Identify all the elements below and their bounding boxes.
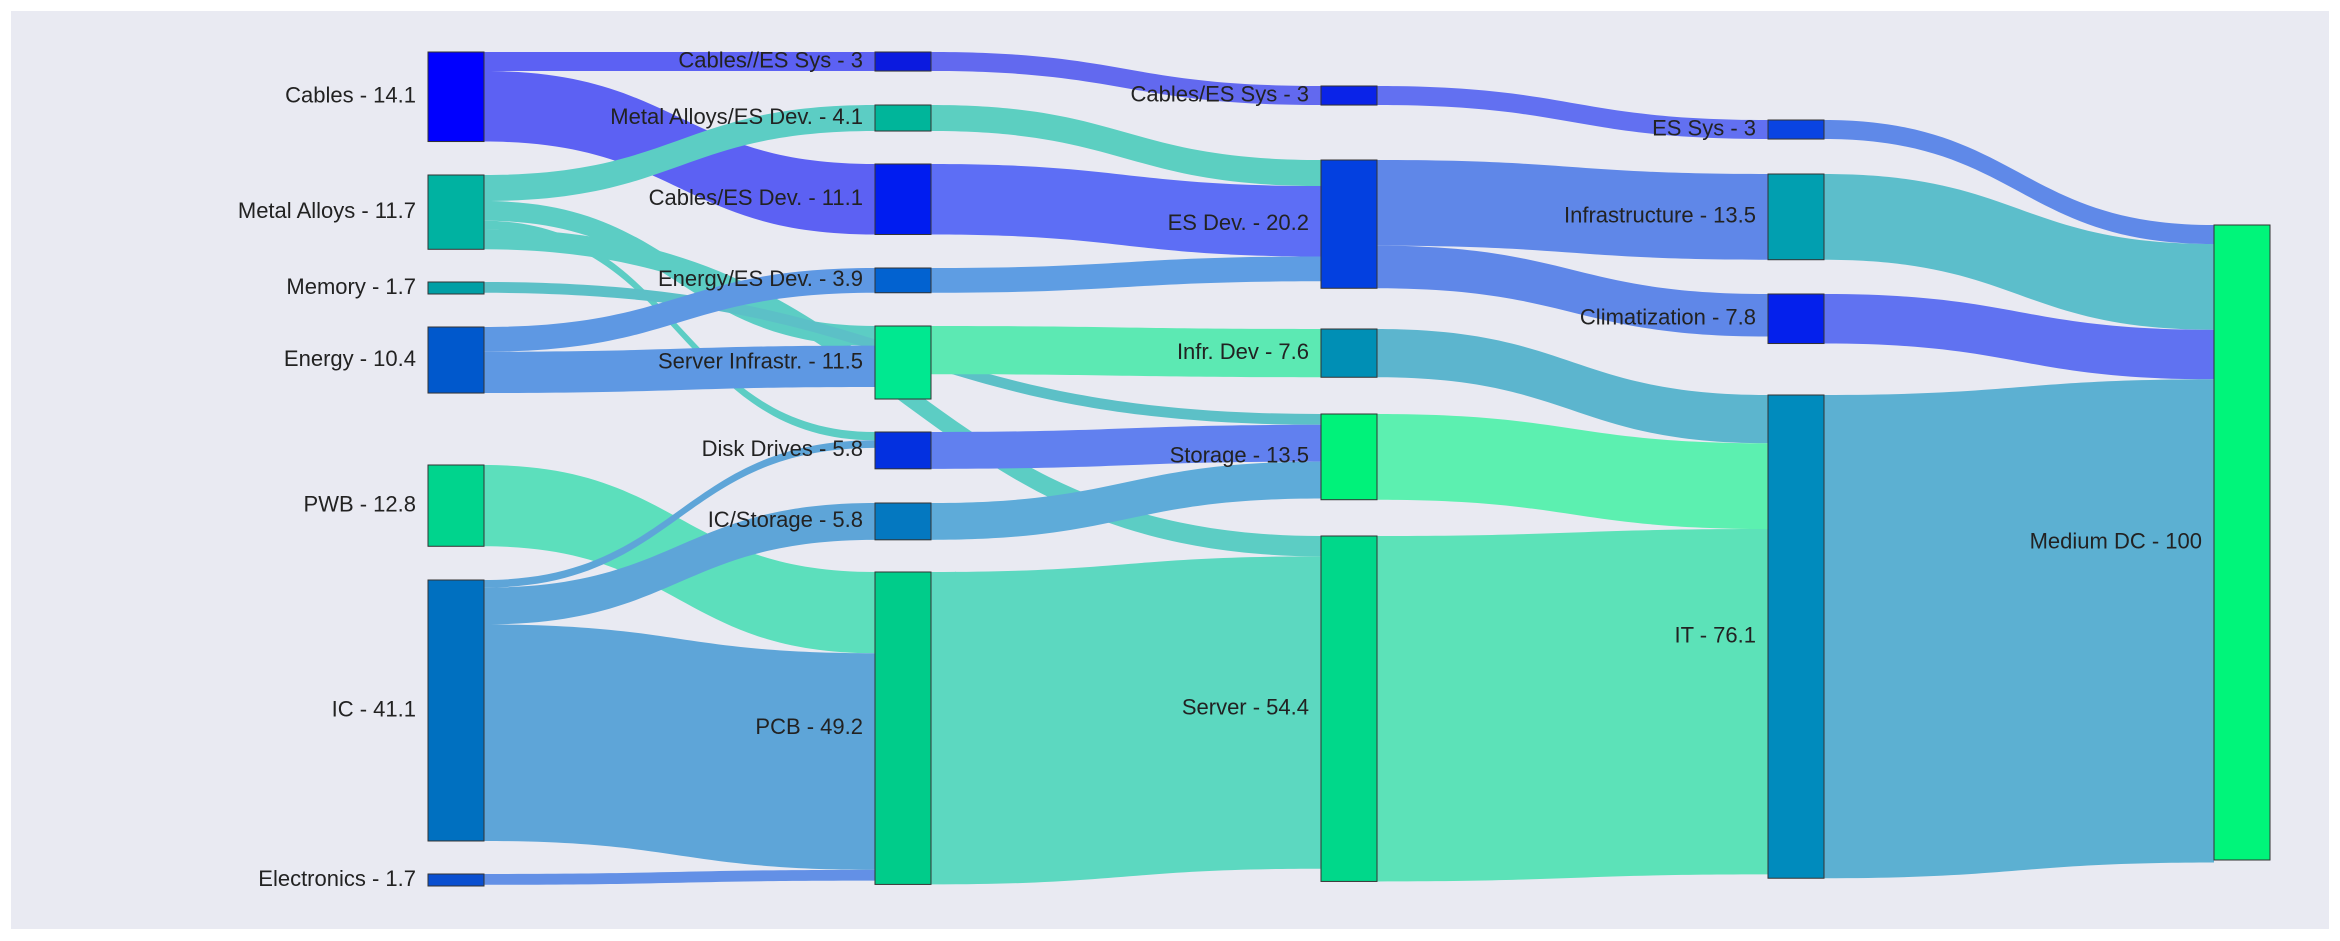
link-ic_storage-to-storage — [931, 461, 1321, 540]
link-es_sys-to-medium_dc — [1824, 120, 2214, 245]
link-cables-to-cables_essys — [484, 52, 875, 72]
node-storage — [1320, 413, 1378, 501]
link-ic-to-ic_storage — [484, 503, 875, 625]
node-label-pcb: PCB - 49.2 — [755, 714, 863, 739]
link-ic-to-disk — [484, 440, 875, 588]
node-cables — [427, 51, 485, 143]
node-label-infr_dev: Infr. Dev - 7.6 — [1177, 339, 1309, 364]
node-ic — [427, 579, 485, 842]
link-electronics-to-pcb — [484, 869, 875, 885]
node-disk — [874, 431, 932, 470]
link-cables_essys2-to-es_sys — [1377, 86, 1768, 140]
node-ic_storage — [874, 502, 932, 541]
node-energy — [427, 326, 485, 394]
link-pcb-to-server — [931, 556, 1321, 885]
node-label-cables_essys: Cables//ES Sys - 3 — [678, 47, 863, 72]
link-metal-to-disk — [484, 220, 875, 441]
link-energy-to-server_infra — [484, 345, 875, 394]
link-esdev-to-infrastructure — [1377, 160, 1768, 260]
node-label-metal: Metal Alloys - 11.7 — [238, 198, 416, 223]
node-label-energy: Energy - 10.4 — [284, 346, 416, 371]
node-infr_dev — [1320, 328, 1378, 378]
labels-layer: Cables - 14.1 Metal Alloys - 11.7 Memory -… — [238, 47, 2202, 890]
link-climatization-to-medium_dc — [1824, 294, 2214, 380]
node-label-esdev: ES Dev. - 20.2 — [1168, 210, 1309, 235]
node-label-cables_essys2: Cables/ES Sys - 3 — [1130, 81, 1309, 106]
node-es_sys — [1767, 119, 1825, 140]
link-server-to-it — [1377, 528, 1768, 882]
node-esdev — [1320, 159, 1378, 289]
link-energy_esdev-to-esdev — [931, 256, 1321, 293]
node-metal — [427, 174, 485, 250]
link-disk-to-storage — [931, 424, 1321, 469]
node-label-server: Server - 54.4 — [1182, 695, 1309, 720]
node-electronics — [427, 873, 485, 887]
link-infrastructure-to-medium_dc — [1824, 174, 2214, 330]
node-label-electronics: Electronics - 1.7 — [258, 866, 416, 891]
link-cables_esdev-to-esdev — [931, 164, 1321, 257]
node-label-medium_dc: Medium DC - 100 — [2030, 528, 2202, 553]
node-cables_esdev — [874, 163, 932, 235]
link-cables_essys-to-cables_essys2 — [931, 52, 1321, 106]
links-layer — [484, 52, 2214, 885]
node-label-pwb: PWB - 12.8 — [304, 491, 416, 516]
link-infr_dev-to-it — [1377, 329, 1768, 444]
link-ic-to-pcb — [484, 624, 875, 870]
node-metal_esdev — [874, 104, 932, 132]
node-cables_essys2 — [1320, 85, 1378, 106]
link-esdev-to-climatization — [1377, 245, 1768, 337]
link-energy-to-energy_esdev — [484, 268, 875, 352]
link-storage-to-it — [1377, 414, 1768, 529]
node-server — [1320, 535, 1378, 882]
node-pwb — [427, 464, 485, 547]
node-label-ic: IC - 41.1 — [332, 696, 416, 721]
node-label-es_sys: ES Sys - 3 — [1652, 115, 1756, 140]
node-label-storage: Storage - 13.5 — [1170, 443, 1309, 468]
node-memory — [427, 281, 485, 295]
node-label-metal_esdev: Metal Alloys/ES Dev. - 4.1 — [610, 104, 863, 129]
node-label-disk: Disk Drives - 5.8 — [702, 436, 863, 461]
node-medium_dc — [2213, 224, 2271, 861]
link-metal-to-metal_esdev — [484, 105, 875, 202]
node-label-server_infra: Server Infrastr. - 11.5 — [658, 348, 863, 373]
link-it-to-medium_dc — [1824, 379, 2214, 879]
node-label-memory: Memory - 1.7 — [286, 274, 416, 299]
node-it — [1767, 394, 1825, 879]
nodes-layer — [427, 51, 2271, 887]
node-server_infra — [874, 325, 932, 400]
node-climatization — [1767, 293, 1825, 345]
link-server_infra-to-infr_dev — [931, 326, 1321, 378]
node-label-cables_esdev: Cables/ES Dev. - 11.1 — [649, 185, 863, 210]
node-pcb — [874, 571, 932, 885]
node-label-ic_storage: IC/Storage - 5.8 — [708, 507, 863, 532]
node-infrastructure — [1767, 173, 1825, 261]
link-metal_esdev-to-esdev — [931, 105, 1321, 187]
node-energy_esdev — [874, 267, 932, 294]
node-label-climatization: Climatization - 7.8 — [1580, 305, 1756, 330]
node-label-it: IT - 76.1 — [1674, 622, 1756, 647]
node-label-infrastructure: Infrastructure - 13.5 — [1564, 203, 1756, 228]
node-label-cables: Cables - 14.1 — [285, 83, 416, 108]
node-label-energy_esdev: Energy/ES Dev. - 3.9 — [658, 266, 863, 291]
node-cables_essys — [874, 51, 932, 72]
